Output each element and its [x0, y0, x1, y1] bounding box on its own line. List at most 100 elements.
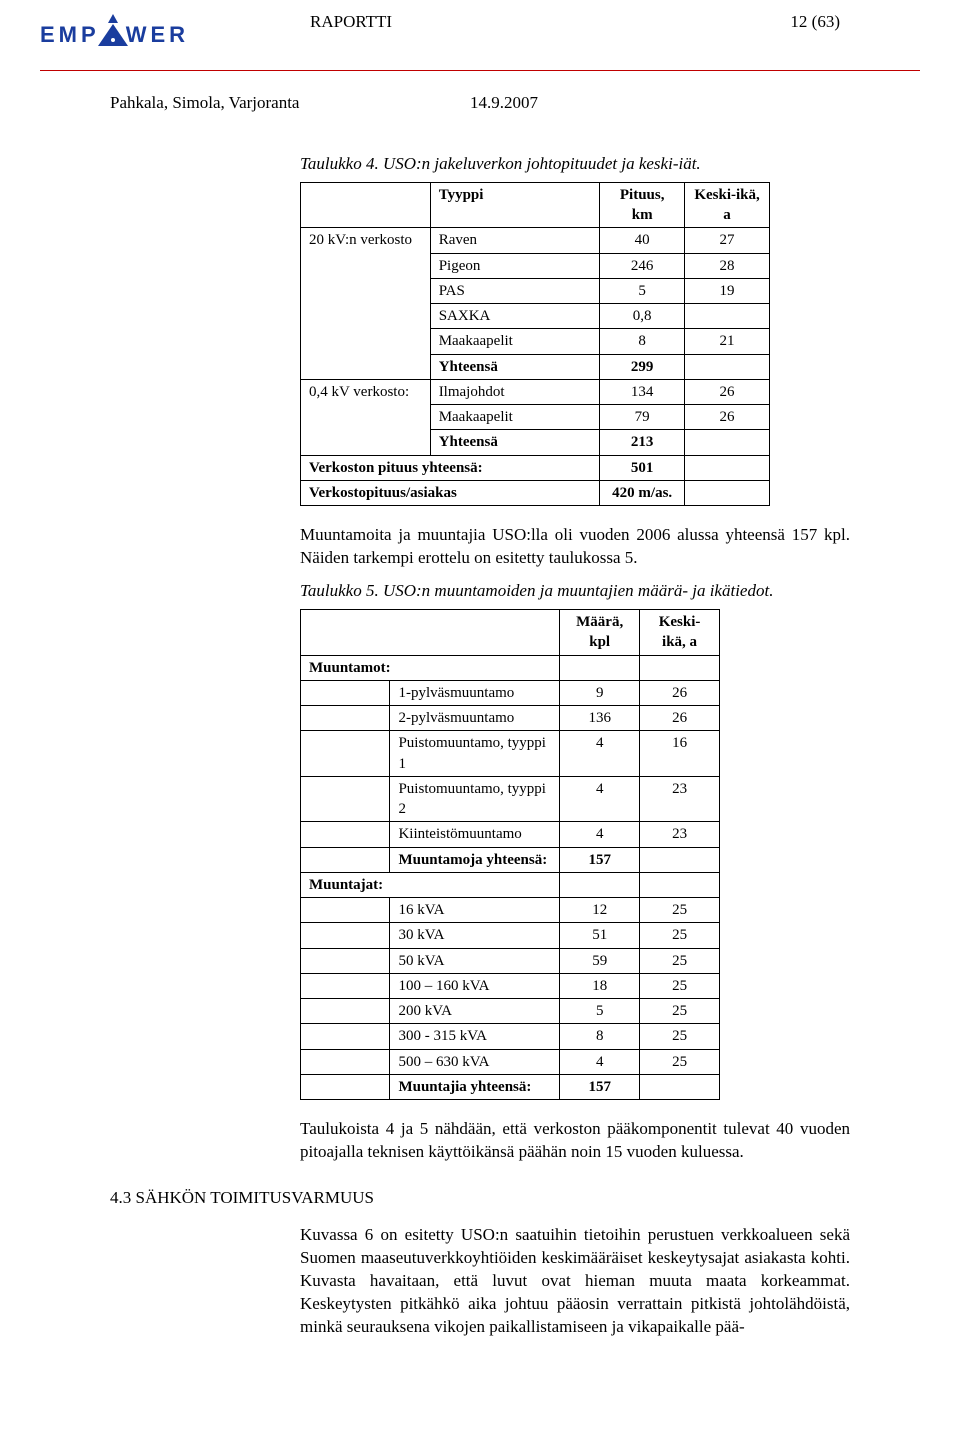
- content-block-2: Kuvassa 6 on esitetty USO:n saatuihin ti…: [300, 1224, 850, 1339]
- table-row: Kiinteistömuuntamo423: [301, 822, 720, 847]
- t2-g2-blank-age: [640, 872, 720, 897]
- paragraph-2: Taulukoista 4 ja 5 nähdään, että verkost…: [300, 1118, 850, 1164]
- section-heading-4-3: 4.3 SÄHKÖN TOIMITUSVARMUUS: [110, 1188, 850, 1208]
- meta-row: Pahkala, Simola, Varjoranta 14.9.2007: [110, 93, 850, 113]
- t2-b6-n: 8: [560, 1024, 640, 1049]
- t2-r4-name: Puistomuuntamo, tyyppi 2: [390, 776, 560, 822]
- t2-r6-age: [640, 847, 720, 872]
- t2-r2-n: 136: [560, 706, 640, 731]
- t1-g2r3-len: 213: [600, 430, 685, 455]
- logo: EMP WER: [40, 18, 189, 48]
- t1-total1-label: Verkoston pituus yhteensä:: [301, 455, 600, 480]
- t1-r4-age: [685, 304, 770, 329]
- table-row: 2-pylväsmuuntamo13626: [301, 706, 720, 731]
- t2-r5-name: Kiinteistömuuntamo: [390, 822, 560, 847]
- t2-h-blank: [301, 610, 560, 656]
- t2-h-age: Keski-ikä, a: [640, 610, 720, 656]
- t1-g2r3-type: Yhteensä: [430, 430, 600, 455]
- t2-group2-label: Muuntajat:: [301, 872, 560, 897]
- t2-b6-name: 300 - 315 kVA: [390, 1024, 560, 1049]
- t2-r2-name: 2-pylväsmuuntamo: [390, 706, 560, 731]
- header-rule: [40, 70, 920, 71]
- t1-r3-len: 5: [600, 278, 685, 303]
- t1-g2r2-len: 79: [600, 405, 685, 430]
- table-row: Muuntamot:: [301, 655, 720, 680]
- t2-b2-name: 30 kVA: [390, 923, 560, 948]
- table-row: 0,4 kV verkosto: Ilmajohdot 134 26: [301, 379, 770, 404]
- t1-r5-type: Maakaapelit: [430, 329, 600, 354]
- table-row: 1-pylväsmuuntamo926: [301, 680, 720, 705]
- t2-b8-n: 157: [560, 1074, 640, 1099]
- content-block: Taulukko 4. USO:n jakeluverkon johtopitu…: [300, 153, 850, 1164]
- t2-b7-n: 4: [560, 1049, 640, 1074]
- table-row: 300 - 315 kVA825: [301, 1024, 720, 1049]
- t1-r1-type: Raven: [430, 228, 600, 253]
- table-row: Puistomuuntamo, tyyppi 1416: [301, 731, 720, 777]
- t2-b1-age: 25: [640, 898, 720, 923]
- t2-r5-age: 23: [640, 822, 720, 847]
- t1-r1-len: 40: [600, 228, 685, 253]
- t1-r1-age: 27: [685, 228, 770, 253]
- table-row: Muuntamoja yhteensä:157: [301, 847, 720, 872]
- table1-caption: Taulukko 4. USO:n jakeluverkon johtopitu…: [300, 153, 850, 176]
- t1-total2-val: 420 m/as.: [600, 480, 685, 505]
- table-row: 500 – 630 kVA425: [301, 1049, 720, 1074]
- table2-caption: Taulukko 5. USO:n muuntamoiden ja muunta…: [300, 580, 850, 603]
- table-muuntamot: Määrä, kpl Keski-ikä, a Muuntamot: 1-pyl…: [300, 609, 720, 1100]
- t2-h-n: Määrä, kpl: [560, 610, 640, 656]
- logo-triangle-icon: [98, 18, 128, 48]
- t2-r6-name: Muuntamoja yhteensä:: [390, 847, 560, 872]
- t1-r2-type: Pigeon: [430, 253, 600, 278]
- t2-b2-age: 25: [640, 923, 720, 948]
- t1-group1-label: 20 kV:n verkosto: [301, 228, 431, 380]
- t2-b1-name: 16 kVA: [390, 898, 560, 923]
- t2-b7-age: 25: [640, 1049, 720, 1074]
- t1-total2-label: Verkostopituus/asiakas: [301, 480, 600, 505]
- t2-r1-n: 9: [560, 680, 640, 705]
- t1-r4-len: 0,8: [600, 304, 685, 329]
- paragraph-1: Muuntamoita ja muuntajia USO:lla oli vuo…: [300, 524, 850, 570]
- t2-b2-n: 51: [560, 923, 640, 948]
- t1-r6-age: [685, 354, 770, 379]
- t1-h-type: Tyyppi: [430, 182, 600, 228]
- t1-r6-len: 299: [600, 354, 685, 379]
- t1-r5-age: 21: [685, 329, 770, 354]
- t1-total2-age: [685, 480, 770, 505]
- t2-b3-name: 50 kVA: [390, 948, 560, 973]
- t2-b3-age: 25: [640, 948, 720, 973]
- table-row: 50 kVA5925: [301, 948, 720, 973]
- t2-b5-n: 5: [560, 999, 640, 1024]
- t1-total1-age: [685, 455, 770, 480]
- t2-b1-n: 12: [560, 898, 640, 923]
- t1-r3-type: PAS: [430, 278, 600, 303]
- t2-b3-n: 59: [560, 948, 640, 973]
- t1-h-age: Keski-ikä, a: [685, 182, 770, 228]
- t1-h-len: Pituus, km: [600, 182, 685, 228]
- logo-text-left: EMP: [40, 22, 100, 48]
- t2-r6-n: 157: [560, 847, 640, 872]
- t1-g2r1-age: 26: [685, 379, 770, 404]
- table1-head-row: Tyyppi Pituus, km Keski-ikä, a: [301, 182, 770, 228]
- t2-g2-blank-n: [560, 872, 640, 897]
- t1-r3-age: 19: [685, 278, 770, 303]
- t2-b5-age: 25: [640, 999, 720, 1024]
- table-row: 200 kVA525: [301, 999, 720, 1024]
- table-row: 100 – 160 kVA1825: [301, 973, 720, 998]
- t2-b6-age: 25: [640, 1024, 720, 1049]
- t2-r1-age: 26: [640, 680, 720, 705]
- t1-total1-val: 501: [600, 455, 685, 480]
- report-title: RAPORTTI: [310, 12, 392, 32]
- t1-r2-age: 28: [685, 253, 770, 278]
- table-row: Verkoston pituus yhteensä: 501: [301, 455, 770, 480]
- paragraph-3: Kuvassa 6 on esitetty USO:n saatuihin ti…: [300, 1224, 850, 1339]
- table-row: Puistomuuntamo, tyyppi 2423: [301, 776, 720, 822]
- report-date: 14.9.2007: [470, 93, 850, 113]
- table-row: 30 kVA5125: [301, 923, 720, 948]
- t2-r5-n: 4: [560, 822, 640, 847]
- table-row: Muuntajia yhteensä:157: [301, 1074, 720, 1099]
- t1-group2-label: 0,4 kV verkosto:: [301, 379, 431, 455]
- t1-g2r1-len: 134: [600, 379, 685, 404]
- t2-r2-age: 26: [640, 706, 720, 731]
- t2-b7-name: 500 – 630 kVA: [390, 1049, 560, 1074]
- t1-g2r3-age: [685, 430, 770, 455]
